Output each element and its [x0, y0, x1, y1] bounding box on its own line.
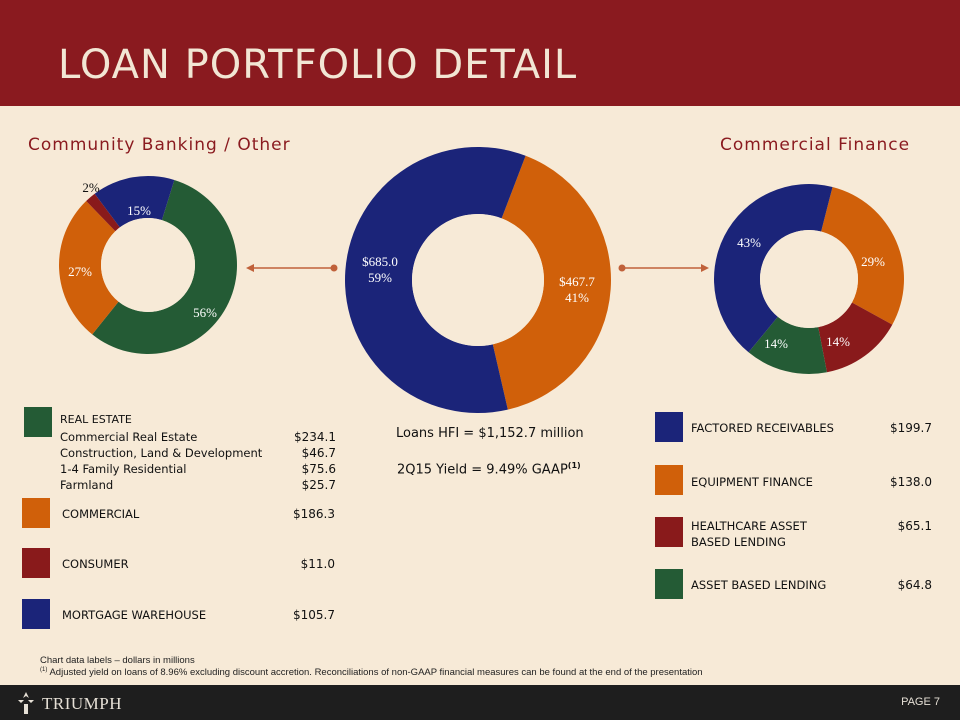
- legend-value-mortgage-warehouse: $105.7: [293, 608, 335, 622]
- legend-value-commercial: $186.3: [293, 507, 335, 521]
- left-section-title: Community Banking / Other: [28, 135, 291, 155]
- legend-row-value: $75.6: [301, 462, 336, 476]
- footnote-units: Chart data labels – dollars in millions: [40, 655, 195, 666]
- legend-swatch-factored-receivables: [655, 412, 683, 442]
- footnote-yield-text: Adjusted yield on loans of 8.96% excludi…: [47, 667, 703, 679]
- legend-label-consumer: CONSUMER: [62, 557, 129, 571]
- legend-row-value: $25.7: [301, 478, 336, 492]
- data-label-factored-receivables: 43%: [737, 235, 761, 250]
- data-label-commercial-finance: $467.7 41%: [559, 274, 595, 305]
- triumph-logo-icon: [18, 692, 34, 714]
- legend-label-healthcare-abl-line1: HEALTHCARE ASSET: [691, 519, 807, 533]
- data-label-consumer: 2%: [82, 180, 100, 195]
- legend-swatch-mortgage-warehouse: [22, 599, 50, 629]
- legend-value-consumer: $11.0: [300, 557, 335, 571]
- legend-value-healthcare-abl: $65.1: [897, 519, 932, 533]
- legend-swatch-consumer: [22, 548, 50, 578]
- logo-text: TRIUMPH: [42, 694, 123, 713]
- legend-row-label: Construction, Land & Development: [60, 446, 263, 460]
- legend-label-equipment-finance: EQUIPMENT FINANCE: [691, 475, 813, 489]
- legend-row-label: 1-4 Family Residential: [60, 462, 187, 476]
- consumer-slice: [86, 193, 120, 232]
- community-banking-donut: 56% 27% 2% 15%: [59, 176, 238, 354]
- header-bar: LOAN PORTFOLIO DETAIL: [0, 0, 960, 106]
- legend-row-value: $234.1: [294, 430, 336, 444]
- commercial-slice: [59, 200, 119, 335]
- equipment-finance-slice: [821, 186, 905, 325]
- commercial-finance-donut: 43% 29% 14% 14%: [714, 184, 905, 374]
- asset-based-lending-slice: [748, 316, 827, 374]
- legend-swatch-equipment-finance: [655, 465, 683, 495]
- legend-swatch-asset-based-lending: [655, 569, 683, 599]
- right-connector-arrow: [618, 264, 709, 272]
- loans-hfi-total: Loans HFI = $1,152.7 million: [396, 426, 584, 441]
- data-label-equipment-finance: 29%: [861, 254, 885, 269]
- footer-bar: TRIUMPH PAGE 7: [0, 685, 960, 720]
- legend-value-factored-receivables: $199.7: [890, 421, 932, 435]
- legend-label-real-estate: REAL ESTATE: [60, 413, 132, 426]
- legend-row-label: Commercial Real Estate: [60, 430, 198, 444]
- yield-label: 2Q15 Yield = 9.49% GAAP: [397, 462, 568, 478]
- data-label-asset-based-lending: 14%: [764, 336, 788, 351]
- legend-swatch-healthcare-abl: [655, 517, 683, 547]
- donut-hole: [412, 214, 544, 346]
- data-label-healthcare-abl: 14%: [826, 334, 850, 349]
- donut-hole: [760, 230, 858, 328]
- community-banking-slice: [344, 147, 526, 414]
- donut-hole: [101, 218, 195, 312]
- legend-label-asset-based-lending: ASSET BASED LENDING: [691, 578, 827, 592]
- page-title: LOAN PORTFOLIO DETAIL: [58, 42, 578, 88]
- factored-receivables-slice: [714, 184, 833, 353]
- loans-hfi-donut: $685.0 59% $467.7 41%: [344, 147, 611, 414]
- page-number: PAGE 7: [901, 696, 940, 708]
- yield-text: 2Q15 Yield = 9.49% GAAP(1): [397, 461, 581, 477]
- right-section-title: Commercial Finance: [720, 135, 911, 155]
- legend-label-factored-receivables: FACTORED RECEIVABLES: [691, 421, 834, 435]
- legend-value-asset-based-lending: $64.8: [897, 578, 932, 592]
- legend-row-value: $46.7: [301, 446, 336, 460]
- legend-label-commercial: COMMERCIAL: [62, 507, 140, 521]
- legend-row-label: Farmland: [60, 478, 114, 492]
- legend-swatch-commercial: [22, 498, 50, 528]
- data-label-real-estate: 56%: [193, 305, 217, 320]
- legend-label-healthcare-abl-line2: BASED LENDING: [691, 535, 786, 549]
- left-connector-arrow: [246, 264, 338, 272]
- mortgage-warehouse-slice: [94, 176, 175, 228]
- healthcare-abl-slice: [818, 302, 893, 373]
- footnote-yield: (1) Adjusted yield on loans of 8.96% exc…: [40, 667, 703, 678]
- commercial-finance-slice: [492, 155, 611, 410]
- legend-swatch-real-estate: [24, 407, 52, 437]
- data-label-commercial: 27%: [68, 264, 92, 279]
- real-estate-slice: [92, 179, 238, 354]
- yield-footnote-ref: (1): [567, 461, 581, 470]
- data-label-community-banking: $685.0 59%: [362, 254, 398, 285]
- footnote-marker: (1): [40, 667, 48, 673]
- legend-label-mortgage-warehouse: MORTGAGE WAREHOUSE: [62, 608, 207, 622]
- legend-value-equipment-finance: $138.0: [890, 475, 932, 489]
- data-label-mortgage-warehouse: 15%: [127, 203, 151, 218]
